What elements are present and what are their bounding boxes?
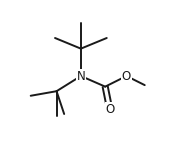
Text: O: O: [105, 103, 114, 116]
Text: O: O: [122, 69, 131, 83]
Text: N: N: [76, 69, 85, 83]
